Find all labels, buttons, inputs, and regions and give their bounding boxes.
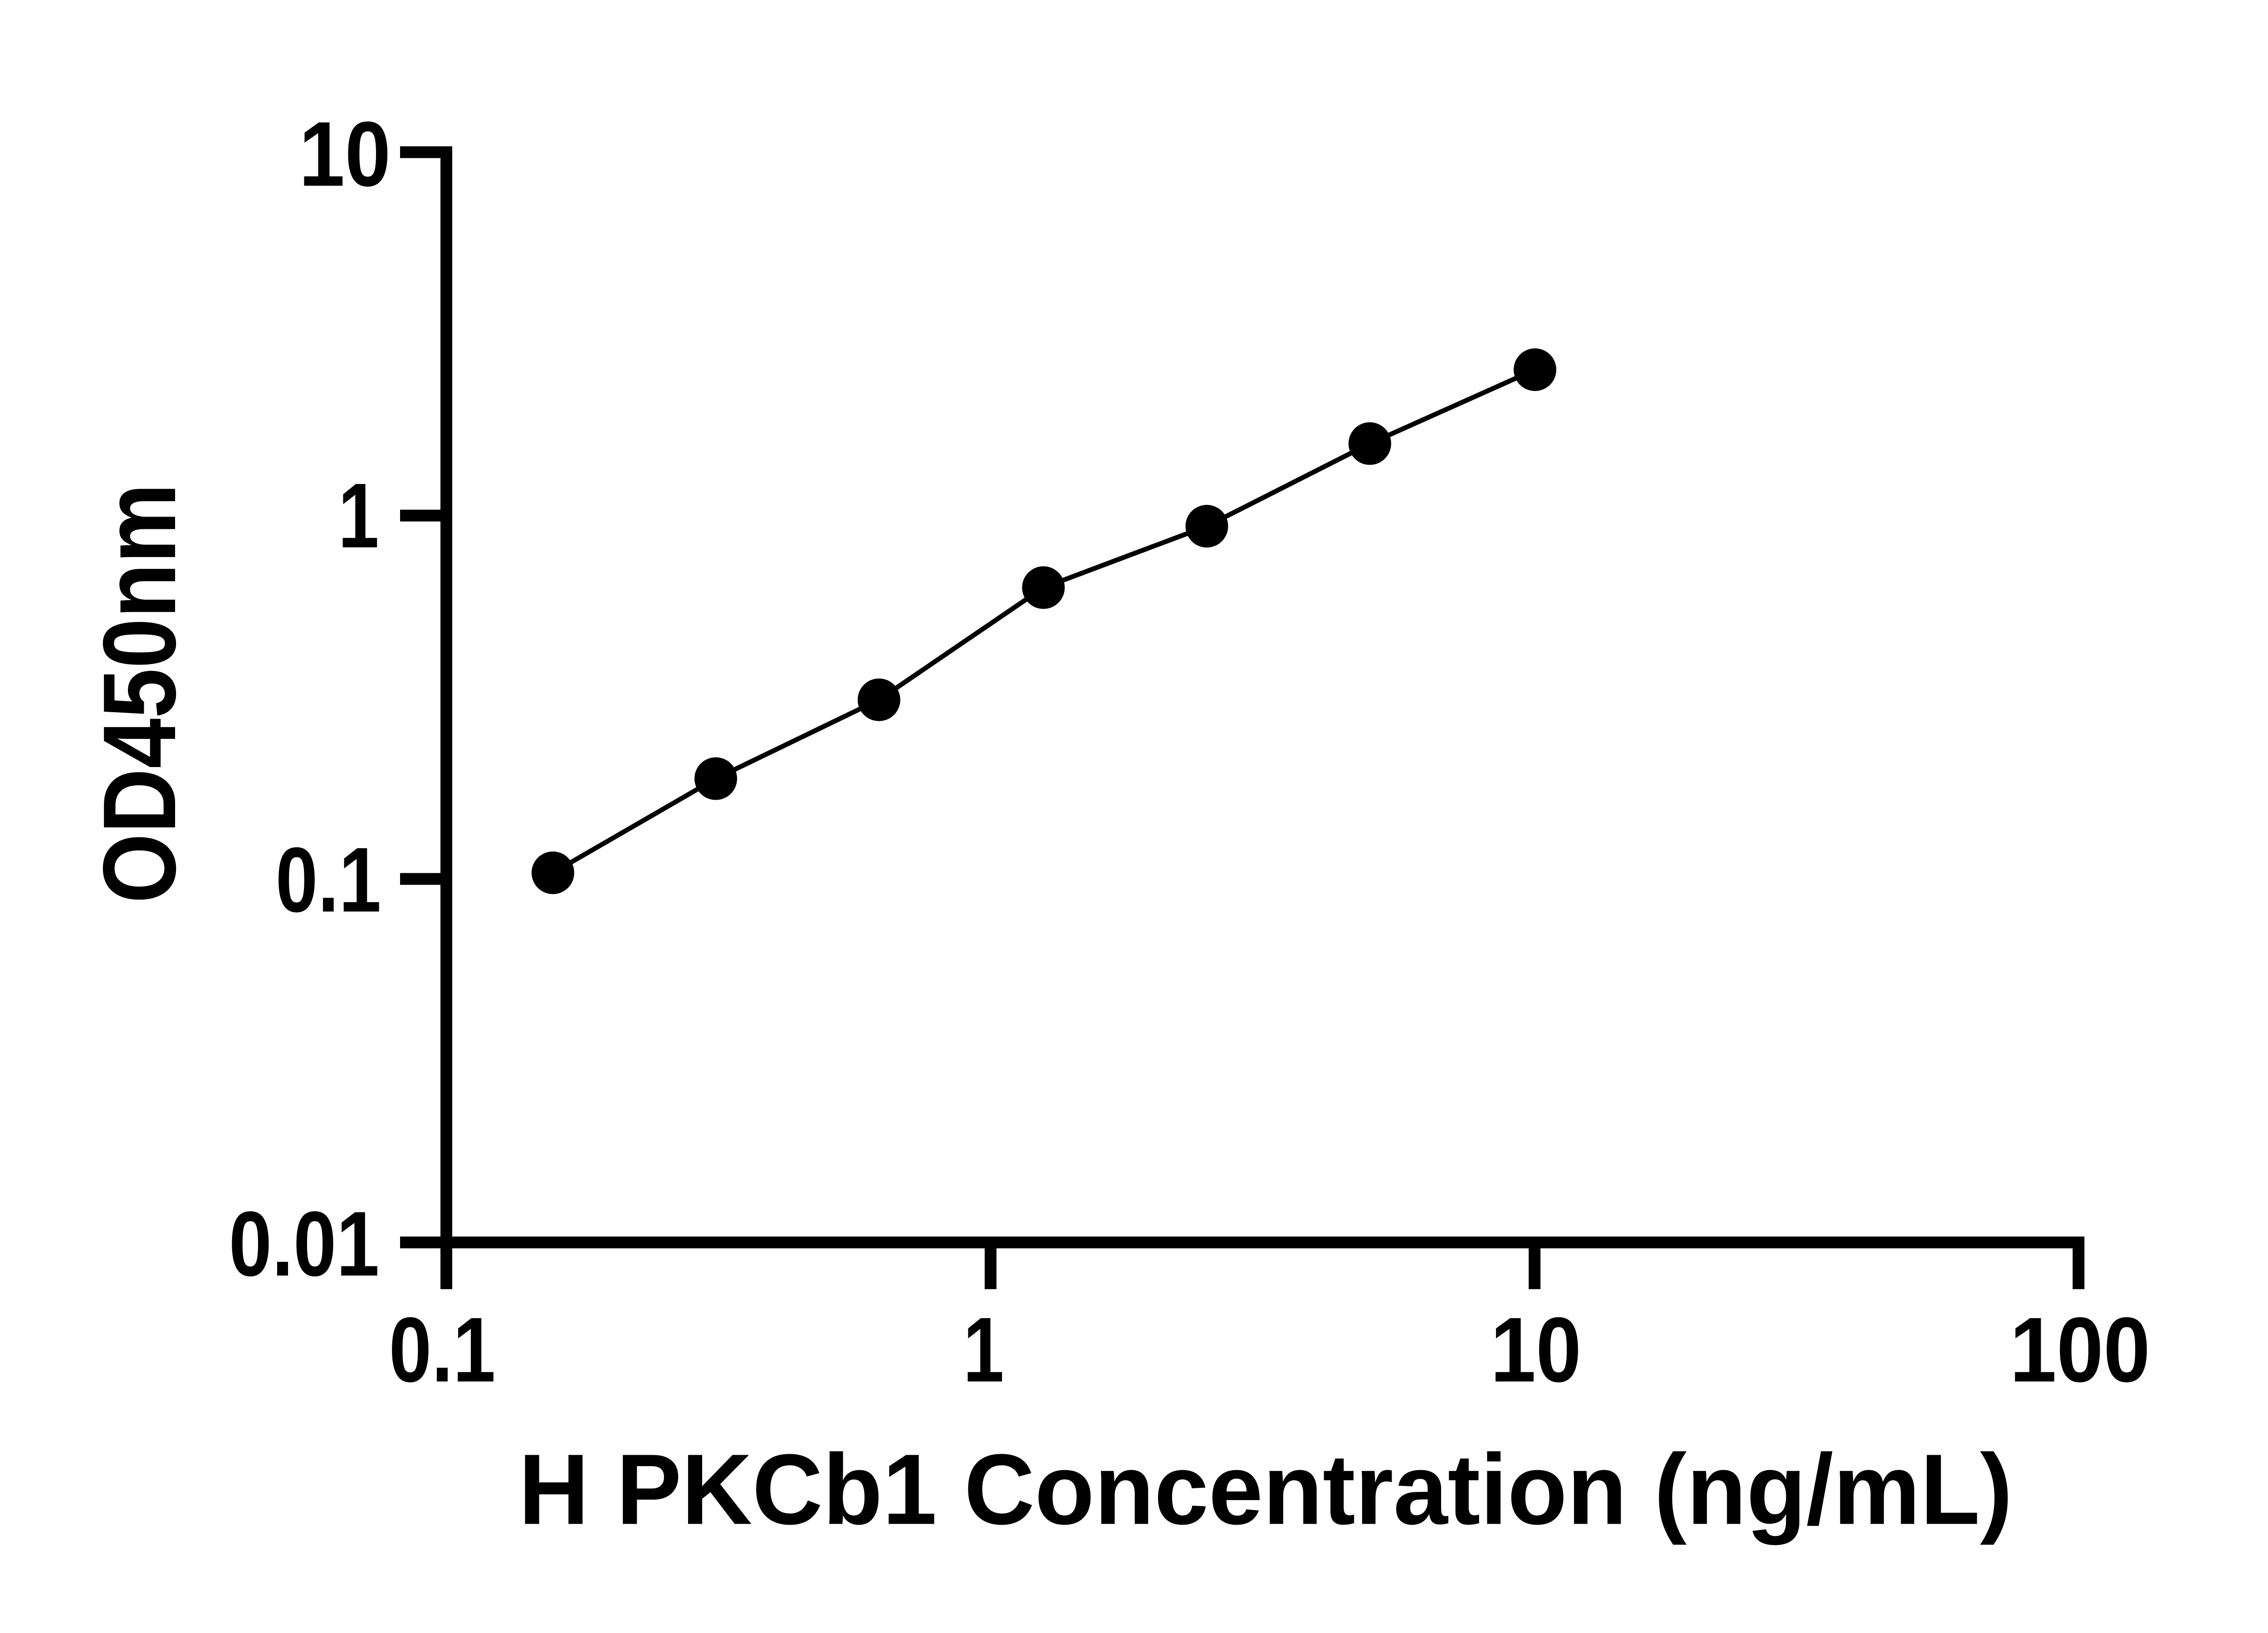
- svg-text:0.1: 0.1: [275, 829, 381, 931]
- svg-text:1: 1: [338, 464, 379, 567]
- svg-text:H PKCb1 Concentration (ng/mL): H PKCb1 Concentration (ng/mL): [518, 1433, 2013, 1545]
- svg-text:OD450nm: OD450nm: [82, 483, 197, 903]
- svg-text:100: 100: [2010, 1299, 2151, 1401]
- svg-text:10: 10: [1491, 1298, 1581, 1401]
- svg-text:0.01: 0.01: [229, 1192, 380, 1295]
- svg-text:0.1: 0.1: [389, 1298, 495, 1401]
- svg-text:10: 10: [299, 102, 391, 205]
- svg-text:1: 1: [963, 1298, 1004, 1401]
